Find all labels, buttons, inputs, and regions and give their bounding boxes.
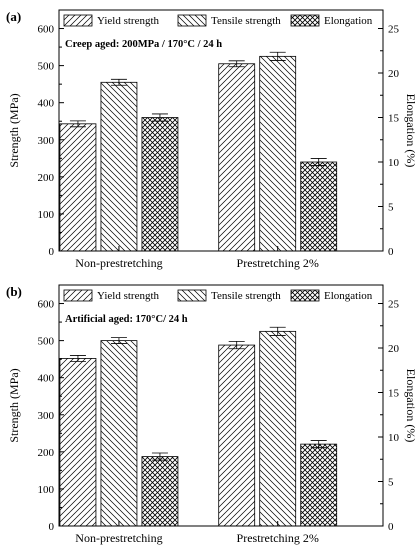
plot-frame <box>58 284 384 527</box>
bar-tensile-strength-0 <box>100 81 138 252</box>
category-label: Prestretching 2% <box>237 531 319 545</box>
y-right-tick-label: 0 <box>388 521 394 533</box>
bar-elongation-1 <box>300 161 338 252</box>
y-right-tick-label: 10 <box>388 432 400 444</box>
y-tick-label: 400 <box>38 98 55 110</box>
legend-label: Tensile strength <box>211 290 281 302</box>
error-bar <box>69 120 86 128</box>
y-tick-label: 600 <box>38 299 55 311</box>
y-right-tick-label: 20 <box>388 68 400 80</box>
error-bar <box>151 113 168 122</box>
bar-tensile-strength-1 <box>259 55 297 252</box>
bar-yield-strength-0 <box>59 123 97 252</box>
error-bar <box>310 158 327 166</box>
y-right-tick-label: 0 <box>388 246 394 258</box>
legend-label: Elongation <box>324 15 373 27</box>
category-label: Non-prestretching <box>75 531 162 545</box>
y-right-axis-title: Elongation (%) <box>404 369 418 443</box>
error-bar <box>151 452 168 461</box>
y-right-tick-label: 15 <box>388 388 400 400</box>
error-bar <box>310 440 327 449</box>
condition-annotation: Artificial aged: 170°C/ 24 h <box>65 314 188 325</box>
y-axis-title: Strength (MPa) <box>7 93 21 167</box>
condition-annotation: Creep aged: 200MPa / 170°C / 24 h <box>65 39 222 50</box>
y-right-tick-label: 15 <box>388 113 400 125</box>
bar-elongation-0 <box>141 117 179 252</box>
chart-panel-b: 0 100 200 300 400 500 600 0 5 10 15 20 25 Non-prestre… <box>6 284 418 545</box>
y-right-tick-label: 10 <box>388 157 400 169</box>
y-tick-label: 100 <box>38 209 55 221</box>
error-bar <box>269 51 286 61</box>
bar-elongation-0 <box>141 456 179 527</box>
bar-tensile-strength-1 <box>259 330 297 527</box>
legend-label: Tensile strength <box>211 15 281 27</box>
y-right-tick-label: 5 <box>388 202 394 214</box>
legend-label: Yield strength <box>97 15 160 27</box>
error-bar <box>110 78 127 86</box>
y-tick-label: 600 <box>38 24 55 36</box>
bar-elongation-1 <box>300 443 338 527</box>
bar-tensile-strength-0 <box>100 340 138 527</box>
legend-entry-tensile-strength: Tensile strength <box>177 289 281 302</box>
category-label: Non-prestretching <box>75 256 162 270</box>
y-right-tick-label: 25 <box>388 24 400 36</box>
chart-panel-a: 0 100 200 300 400 500 600 0 5 10 15 20 25 Non-prestre… <box>6 9 418 270</box>
y-right-axis-title: Elongation (%) <box>404 94 418 168</box>
error-bar <box>69 355 86 362</box>
y-tick-label: 300 <box>38 135 55 147</box>
plot-frame <box>58 9 384 252</box>
error-bar <box>269 326 286 336</box>
error-bar <box>110 337 127 344</box>
bar-yield-strength-1 <box>218 63 256 252</box>
category-label: Prestretching 2% <box>237 256 319 270</box>
legend-entry-elongation: Elongation <box>290 14 373 27</box>
legend-entry-elongation: Elongation <box>290 289 373 302</box>
error-bar <box>228 340 245 350</box>
y-tick-label: 500 <box>38 336 55 348</box>
bar-yield-strength-0 <box>59 358 97 527</box>
legend-entry-yield-strength: Yield strength <box>63 14 160 27</box>
y-tick-label: 400 <box>38 373 55 385</box>
y-right-tick-label: 25 <box>388 299 400 311</box>
bar-yield-strength-1 <box>218 344 256 527</box>
legend-label: Elongation <box>324 290 373 302</box>
panel-label: (b) <box>6 284 22 299</box>
y-tick-label: 0 <box>49 246 55 258</box>
legend-entry-tensile-strength: Tensile strength <box>177 14 281 27</box>
error-bar <box>228 60 245 68</box>
y-tick-label: 100 <box>38 484 55 496</box>
panel-label: (a) <box>6 9 21 24</box>
y-tick-label: 0 <box>49 521 55 533</box>
y-axis-title: Strength (MPa) <box>7 368 21 442</box>
y-tick-label: 200 <box>38 172 55 184</box>
y-right-tick-label: 20 <box>388 343 400 355</box>
legend-label: Yield strength <box>97 290 160 302</box>
legend-entry-yield-strength: Yield strength <box>63 289 160 302</box>
y-tick-label: 300 <box>38 410 55 422</box>
y-tick-label: 500 <box>38 61 55 73</box>
y-tick-label: 200 <box>38 447 55 459</box>
y-right-tick-label: 5 <box>388 477 394 489</box>
